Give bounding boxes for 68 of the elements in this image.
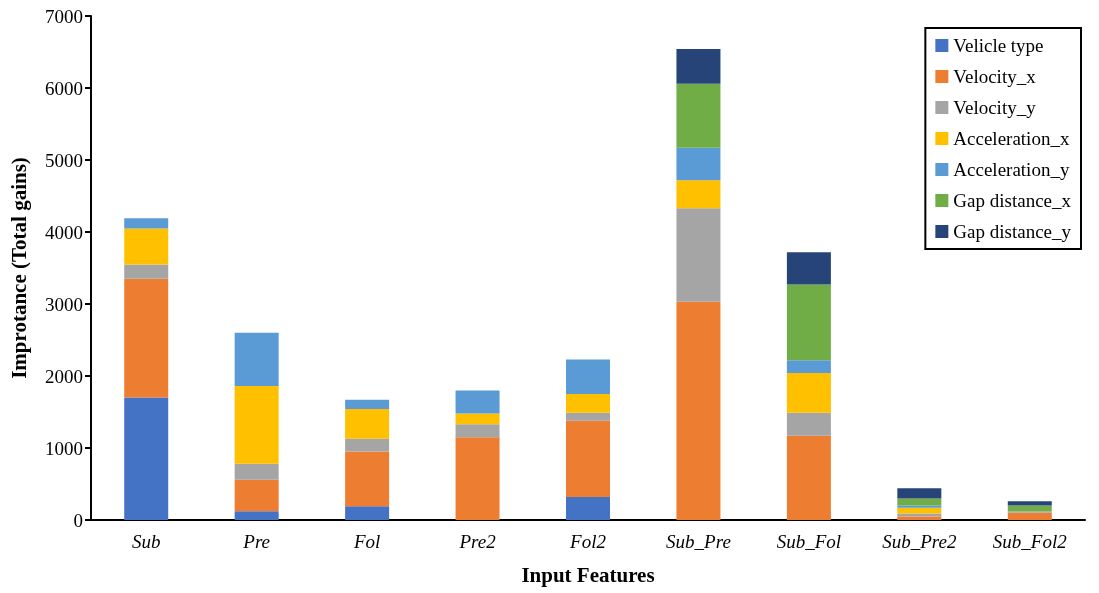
x-tick-label: Sub bbox=[131, 531, 161, 552]
legend-label: Acceleration_y bbox=[953, 159, 1070, 180]
bar bbox=[786, 412, 831, 436]
bar bbox=[455, 437, 500, 520]
bar bbox=[676, 180, 721, 209]
bar bbox=[786, 373, 831, 413]
bar bbox=[234, 463, 279, 480]
x-tick-label: Fol2 bbox=[569, 531, 607, 552]
bar bbox=[124, 218, 169, 229]
bar bbox=[897, 488, 942, 499]
x-tick-label: Sub_Pre2 bbox=[882, 531, 957, 552]
legend-label: Velocity_y bbox=[953, 97, 1037, 118]
legend-label: Velicle type bbox=[953, 35, 1044, 56]
bar bbox=[566, 394, 610, 413]
bar bbox=[345, 451, 390, 507]
bar bbox=[566, 412, 610, 421]
bar bbox=[566, 496, 610, 520]
y-tick-label: 5000 bbox=[45, 149, 83, 171]
bar bbox=[455, 413, 500, 425]
y-tick-label: 4000 bbox=[45, 221, 83, 243]
y-tick-label: 3000 bbox=[45, 293, 83, 315]
bar bbox=[676, 147, 721, 181]
legend-label: Gap distance_x bbox=[953, 190, 1072, 211]
y-tick-label: 7000 bbox=[45, 5, 83, 27]
bar bbox=[234, 511, 279, 520]
x-tick-label: Sub_Fol bbox=[776, 531, 842, 552]
y-axis-title: Improtance (Total gains) bbox=[6, 157, 31, 379]
bar bbox=[786, 435, 831, 520]
bar bbox=[676, 83, 721, 148]
bar bbox=[1007, 501, 1052, 506]
bar bbox=[345, 506, 390, 520]
bar bbox=[124, 397, 169, 520]
bar bbox=[786, 284, 831, 361]
bar bbox=[234, 332, 279, 387]
legend-label: Acceleration_x bbox=[953, 128, 1070, 149]
x-tick-label: Sub_Fol2 bbox=[992, 531, 1068, 552]
bar bbox=[234, 386, 279, 464]
bar bbox=[124, 228, 169, 265]
bar bbox=[566, 420, 610, 497]
x-tick-label: Fol bbox=[352, 531, 381, 552]
bar bbox=[234, 479, 279, 512]
bar bbox=[1007, 512, 1052, 520]
y-tick-label: 2000 bbox=[45, 365, 83, 387]
x-axis-title: Input Features bbox=[521, 562, 655, 587]
bar bbox=[124, 264, 169, 279]
bar bbox=[345, 399, 390, 410]
bar bbox=[455, 390, 500, 414]
bar bbox=[676, 208, 721, 302]
bar bbox=[455, 424, 500, 438]
bar bbox=[124, 278, 169, 398]
y-tick-label: 1000 bbox=[45, 437, 83, 459]
bar bbox=[897, 505, 942, 508]
bar bbox=[676, 301, 721, 520]
y-tick-label: 0 bbox=[73, 509, 83, 531]
legend-label: Gap distance_y bbox=[953, 221, 1072, 242]
bar bbox=[897, 498, 942, 506]
x-tick-label: Sub_Pre bbox=[666, 531, 731, 552]
bar bbox=[345, 409, 390, 439]
bar bbox=[345, 438, 390, 452]
x-tick-label: Pre2 bbox=[458, 531, 497, 552]
x-tick-label: Pre bbox=[242, 531, 271, 552]
bar bbox=[566, 359, 610, 394]
y-tick-label: 6000 bbox=[45, 77, 83, 99]
bar bbox=[786, 252, 831, 285]
bar bbox=[897, 507, 942, 514]
legend-label: Velocity_x bbox=[953, 66, 1037, 87]
bar bbox=[676, 49, 721, 84]
bar bbox=[786, 360, 831, 374]
